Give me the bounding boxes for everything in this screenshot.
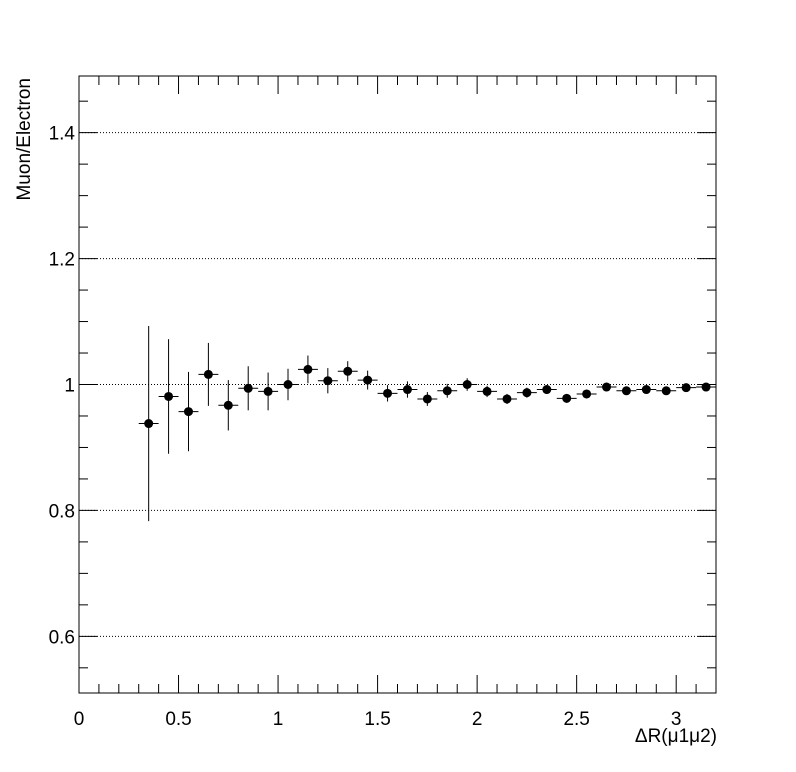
marker (542, 385, 552, 395)
marker (223, 400, 233, 410)
marker (323, 376, 333, 386)
x-tick-labels: 0 0.5 1 1.5 2 2.5 3 (74, 709, 682, 730)
marker (562, 393, 572, 403)
marker (203, 369, 213, 379)
marker (422, 394, 432, 404)
data-point (636, 385, 657, 395)
data-point (696, 382, 716, 392)
data-point (297, 355, 318, 384)
x-tick-label: 2.5 (563, 709, 589, 730)
gridlines (79, 132, 716, 637)
data-point (536, 385, 557, 395)
marker (164, 391, 174, 401)
marker (661, 386, 671, 396)
data-point (417, 392, 438, 406)
data-point (477, 385, 498, 398)
x-tick-label: 1 (273, 709, 284, 730)
x-tick-label: 2 (472, 709, 483, 730)
marker (681, 383, 691, 393)
marker (462, 380, 472, 389)
marker (183, 407, 193, 417)
data-point (437, 383, 458, 398)
data-point (556, 393, 577, 403)
marker (582, 389, 592, 399)
data-point (676, 383, 697, 393)
marker (602, 382, 612, 392)
data-point (258, 372, 279, 411)
y-tick-label: 1.2 (49, 250, 75, 271)
data-point (158, 339, 179, 454)
data-point (516, 387, 537, 398)
marker (263, 386, 273, 396)
data-point (278, 368, 298, 401)
y-tick-label: 0.8 (49, 501, 75, 522)
x-tick-label: 1.5 (364, 709, 390, 730)
marker (442, 386, 452, 396)
marker (621, 386, 631, 396)
marker (283, 380, 293, 389)
axis-ticks (78, 76, 716, 693)
marker (243, 383, 253, 393)
marker (343, 366, 353, 376)
marker (402, 385, 412, 395)
data-point (497, 393, 517, 405)
data-point (457, 378, 478, 391)
data-point (218, 380, 239, 431)
data-point (616, 386, 637, 396)
data-point (317, 368, 338, 394)
data-point (377, 385, 398, 402)
marker (522, 388, 532, 398)
x-tick-label: 0 (74, 709, 85, 730)
marker (641, 385, 651, 395)
y-tick-label: 0.6 (49, 627, 75, 648)
marker (303, 364, 313, 374)
y-axis-title: Muon/Electron (14, 78, 35, 201)
y-tick-label: 1.4 (49, 124, 76, 145)
data-points (138, 325, 716, 522)
data-point (138, 325, 159, 522)
data-point (656, 386, 677, 396)
data-point (357, 370, 378, 390)
marker (482, 386, 492, 396)
data-point (198, 342, 219, 406)
y-tick-label: 1 (64, 376, 75, 397)
y-tick-labels: 0.6 0.8 1 1.2 1.4 (49, 124, 76, 649)
x-tick-label: 3 (671, 709, 682, 730)
data-point (178, 371, 199, 452)
marker (502, 394, 512, 404)
marker (144, 419, 154, 429)
data-point (238, 366, 259, 411)
plot-frame (78, 75, 717, 694)
marker (383, 388, 393, 398)
marker (701, 382, 711, 392)
data-point (397, 381, 418, 398)
marker (363, 375, 373, 385)
data-point (576, 389, 597, 399)
data-point (596, 382, 617, 392)
x-axis-title: ΔR(μ1μ2) (635, 726, 717, 747)
x-tick-label: 0.5 (165, 709, 191, 730)
data-point (337, 361, 358, 382)
